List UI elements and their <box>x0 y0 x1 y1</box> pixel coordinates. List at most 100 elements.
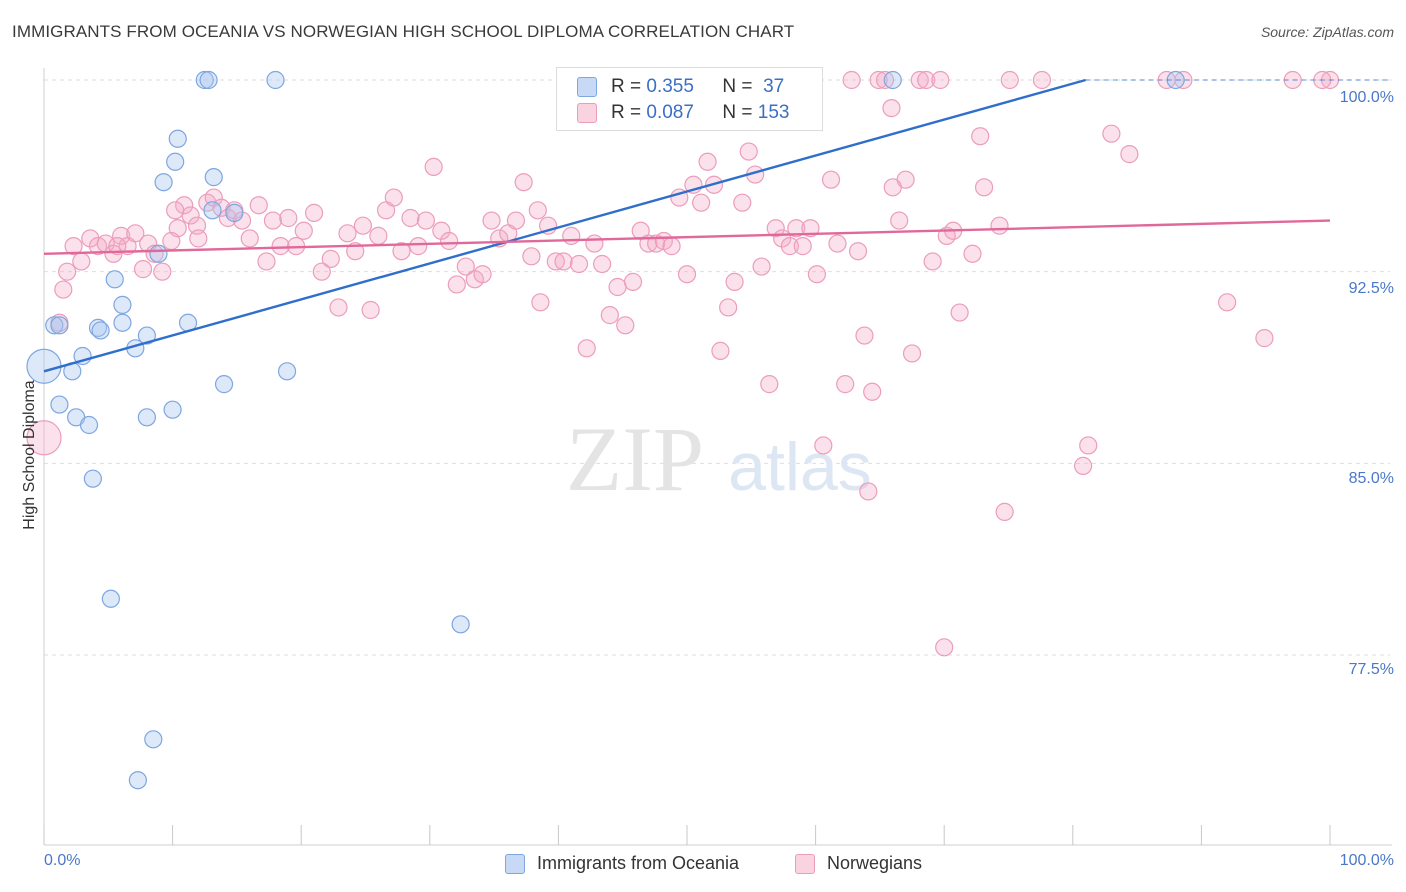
norwegians-point <box>506 211 526 230</box>
norwegians-point <box>175 196 194 215</box>
norwegians-point <box>279 208 298 228</box>
oceania-point <box>26 348 62 384</box>
norwegians-point <box>26 420 62 456</box>
r-label: R = <box>611 76 642 97</box>
x-tick-label-min: 0.0% <box>44 852 81 869</box>
norwegians-point <box>329 298 348 317</box>
bottom-legend-oceania: Immigrants from Oceania <box>505 853 739 874</box>
norwegians-point <box>353 216 373 235</box>
oceania-point <box>50 316 69 335</box>
norwegians-point <box>585 234 604 253</box>
oceania-swatch <box>577 77 597 97</box>
norwegians-point <box>593 254 612 274</box>
oceania-point <box>266 70 285 90</box>
oceania-trend-line <box>43 78 1086 373</box>
norwegians-point <box>473 265 492 284</box>
legend-row-norwegians: R = 0.087 N = 153 <box>577 101 789 125</box>
oceania-point <box>79 415 99 435</box>
norwegians-point <box>616 316 635 335</box>
norwegians-point <box>902 344 922 363</box>
norwegians-point <box>514 173 533 192</box>
norwegians-point <box>304 203 324 222</box>
norwegians-point <box>384 188 403 207</box>
norwegians-point <box>392 242 411 261</box>
norwegians-point <box>739 142 758 161</box>
norwegians-point <box>842 70 861 90</box>
norwegians-point <box>321 249 340 268</box>
norwegians-point <box>875 70 895 90</box>
x-tick-label-max: 100.0% <box>1339 852 1394 869</box>
watermark: ZIP atlas <box>566 408 872 510</box>
norwegians-point <box>698 152 717 171</box>
oceania-point <box>137 408 156 427</box>
norwegians-point <box>677 265 697 284</box>
norwegians-point <box>882 99 901 118</box>
n-value: 153 <box>757 102 790 123</box>
norwegians-point <box>153 262 172 281</box>
watermark-atlas: atlas <box>728 429 872 505</box>
trend-lines <box>43 78 1392 373</box>
norwegians-point <box>72 252 91 271</box>
norwegians-point <box>562 226 581 245</box>
oceania-point <box>451 615 470 634</box>
norwegians-swatch <box>795 853 815 874</box>
norwegians-point <box>522 247 541 266</box>
norwegians-point <box>1032 70 1052 90</box>
norwegians-point <box>126 224 145 243</box>
oceania-point <box>225 203 244 222</box>
norwegians-point <box>780 237 799 256</box>
norwegians-point <box>971 127 990 146</box>
legend-label-norwegians: Norwegians <box>827 853 923 873</box>
oceania-point <box>204 168 223 187</box>
oceania-point <box>101 589 120 608</box>
norwegians-point <box>64 237 83 256</box>
norwegians-point <box>133 260 153 279</box>
oceania-point <box>113 313 132 332</box>
norwegians-point <box>859 482 878 501</box>
norwegians-point <box>766 219 785 238</box>
oceania-point <box>203 201 222 220</box>
norwegians-point <box>963 244 982 263</box>
norwegians-point <box>546 252 565 271</box>
grid-lines <box>44 79 1390 656</box>
norwegians-point <box>711 341 730 360</box>
norwegians-point <box>801 219 820 238</box>
norwegians-point <box>935 638 954 657</box>
norwegians-point <box>1079 436 1098 455</box>
norwegians-point <box>600 306 619 325</box>
norwegians-point <box>1102 124 1121 143</box>
oceania-point <box>83 469 102 488</box>
norwegians-point <box>814 436 833 455</box>
r-label: R = <box>611 102 642 123</box>
norwegians-point <box>869 70 888 90</box>
oceania-point <box>166 152 185 171</box>
norwegians-points <box>26 70 1340 657</box>
norwegians-point <box>554 252 573 271</box>
norwegians-point <box>569 254 589 274</box>
oceania-point <box>154 173 173 192</box>
norwegians-point <box>1255 329 1274 348</box>
norwegians-point <box>719 298 738 317</box>
norwegians-point <box>793 237 812 256</box>
oceania-point <box>214 375 234 394</box>
norwegians-point <box>232 211 252 230</box>
norwegians-point <box>950 303 969 322</box>
norwegians-point <box>249 196 268 215</box>
norwegians-point <box>883 178 902 197</box>
norwegians-point <box>807 265 826 284</box>
norwegians-point <box>54 280 73 299</box>
stats-legend: R = 0.355 N = 37 R = 0.087 N = 153 <box>556 67 823 131</box>
norwegians-point <box>725 272 744 291</box>
norwegians-point <box>1000 70 1019 90</box>
oceania-point <box>277 362 297 381</box>
oceania-point <box>45 316 64 335</box>
norwegians-point <box>577 339 596 358</box>
norwegians-point <box>531 293 550 312</box>
norwegians-point <box>294 221 313 240</box>
norwegians-point <box>917 70 936 90</box>
oceania-point <box>137 326 156 345</box>
norwegians-point <box>623 272 643 291</box>
oceania-point <box>168 129 187 148</box>
norwegians-point <box>1218 293 1237 312</box>
norwegians-trend-line <box>43 219 1331 255</box>
